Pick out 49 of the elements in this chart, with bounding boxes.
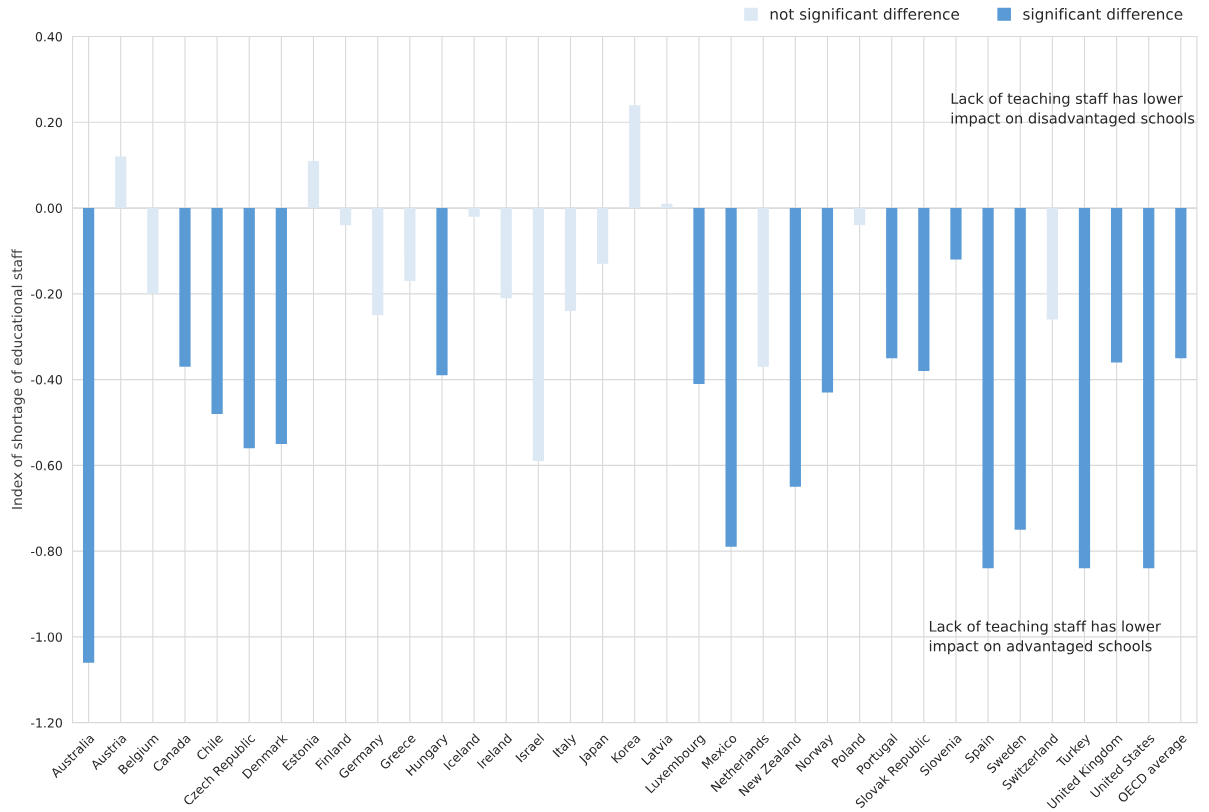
bar: [1014, 208, 1026, 530]
bar: [757, 208, 769, 367]
bar: [1143, 208, 1155, 569]
bar: [853, 208, 866, 226]
bar: [372, 208, 384, 316]
bar: [179, 208, 191, 367]
y-tick-label: -0.40: [31, 375, 62, 385]
bar: [564, 208, 577, 311]
bar: [661, 203, 673, 209]
bar: [821, 208, 834, 393]
bar: [1046, 208, 1058, 320]
bar: [1078, 208, 1091, 569]
bar: [436, 208, 448, 376]
bar: [950, 208, 962, 260]
bar: [82, 208, 95, 663]
bar: [243, 208, 255, 449]
y-tick-label: 0.20: [35, 117, 62, 128]
bar: [404, 208, 416, 281]
bar: [982, 208, 994, 569]
y-tick-label: -1.00: [31, 632, 62, 642]
y-tick-label: -0.20: [31, 289, 62, 299]
annotation: Lack of teaching staff has lower impact on advantaged schools: [929, 620, 1161, 655]
y-tick-label: 0.00: [35, 203, 62, 213]
bar: [307, 160, 320, 209]
bar: [500, 208, 512, 299]
bar: [275, 208, 287, 444]
annotation: Lack of teaching staff has lower impact on disadvantaged schools: [951, 92, 1195, 127]
bar: [115, 156, 127, 209]
bar: [629, 105, 641, 209]
bar: [532, 208, 544, 462]
bar: [468, 208, 480, 217]
bar: [596, 208, 609, 264]
bar: [339, 208, 352, 226]
bar: [1175, 208, 1187, 359]
y-tick-label: 0.40: [35, 32, 62, 42]
bar: [886, 208, 898, 359]
legend-label: significant difference: [1023, 8, 1183, 23]
y-tick-label: -0.80: [31, 546, 62, 557]
y-axis-title: Index of shortage of educational staff: [11, 248, 25, 509]
legend-label: not significant difference: [770, 8, 960, 23]
bar: [211, 208, 223, 414]
bar: [725, 208, 737, 547]
bar: [693, 208, 705, 384]
bar: [789, 208, 801, 487]
y-tick-label: -0.60: [31, 460, 62, 471]
y-tick-label: -1.20: [31, 718, 62, 728]
bar: [918, 208, 930, 372]
bar: [1110, 208, 1123, 363]
bar: [147, 208, 159, 294]
